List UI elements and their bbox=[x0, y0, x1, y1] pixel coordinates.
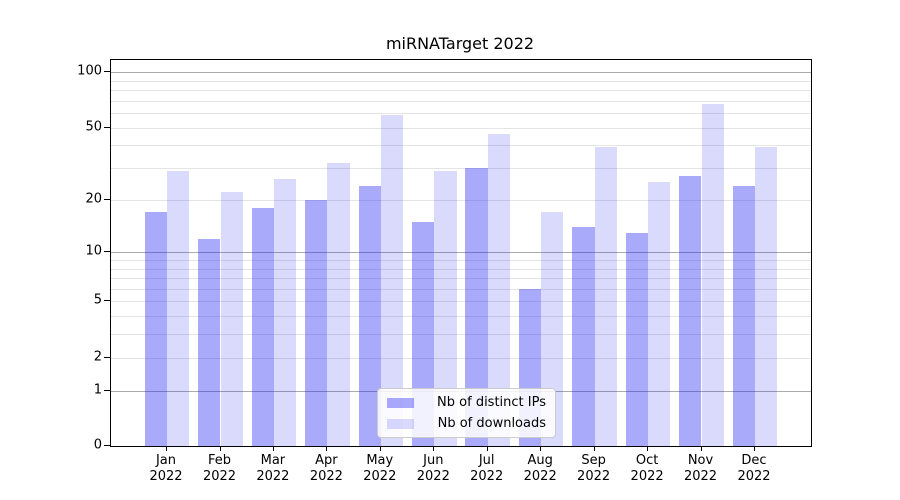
x-tick-label-jun: Jun 2022 bbox=[416, 453, 450, 484]
minor-gridline bbox=[111, 127, 811, 129]
x-tick-label-aug: Aug 2022 bbox=[523, 453, 557, 484]
y-tick-mark bbox=[104, 198, 110, 200]
x-tick-label-nov: Nov 2022 bbox=[683, 453, 718, 484]
y-tick-label: 1 bbox=[93, 382, 102, 398]
x-tick-label-oct: Oct 2022 bbox=[630, 453, 664, 484]
legend: Nb of distinct IPs Nb of downloads bbox=[377, 388, 556, 438]
y-tick-label: 5 bbox=[93, 292, 102, 308]
x-tick-mark bbox=[219, 446, 221, 451]
y-tick-mark bbox=[104, 445, 110, 446]
x-tick-mark bbox=[700, 446, 702, 451]
minor-gridline bbox=[111, 334, 811, 336]
bar-downloads-may bbox=[380, 114, 404, 446]
y-tick-label: 10 bbox=[85, 243, 102, 259]
minor-gridline bbox=[111, 168, 811, 170]
bar-distinct-ips-apr bbox=[305, 199, 328, 446]
bar-downloads-dec bbox=[755, 147, 778, 446]
major-gridline bbox=[111, 72, 811, 74]
legend-label: Nb of distinct IPs bbox=[437, 395, 546, 410]
y-tick-mark bbox=[104, 356, 110, 358]
x-tick-label-jan: Jan 2022 bbox=[149, 453, 183, 484]
major-gridline bbox=[111, 252, 811, 254]
legend-swatch bbox=[387, 418, 414, 429]
x-tick-label-sep: Sep 2022 bbox=[577, 453, 611, 484]
y-tick-mark bbox=[104, 251, 110, 253]
x-tick-label-feb: Feb 2022 bbox=[202, 453, 237, 484]
x-tick-label-may: May 2022 bbox=[363, 453, 397, 484]
legend-entry-distinct-ips: Nb of distinct IPs bbox=[387, 394, 546, 411]
bar-distinct-ips-feb bbox=[198, 238, 221, 446]
x-tick-mark bbox=[540, 446, 542, 451]
minor-gridline bbox=[111, 100, 811, 102]
minor-gridline bbox=[111, 199, 811, 201]
bar-distinct-ips-nov bbox=[679, 176, 702, 446]
legend-label: Nb of downloads bbox=[437, 416, 546, 431]
minor-gridline bbox=[111, 301, 811, 303]
bar-distinct-ips-mar bbox=[251, 207, 274, 446]
bar-downloads-jul bbox=[487, 134, 510, 446]
x-tick-mark bbox=[486, 446, 488, 451]
minor-gridline bbox=[111, 90, 811, 92]
bar-downloads-sep bbox=[594, 147, 617, 446]
bar-downloads-apr bbox=[327, 163, 350, 446]
legend-swatch bbox=[387, 397, 414, 408]
x-tick-mark bbox=[593, 446, 595, 451]
x-tick-mark bbox=[326, 446, 328, 451]
x-tick-mark bbox=[166, 446, 167, 451]
y-tick-label: 2 bbox=[93, 349, 102, 365]
minor-gridline bbox=[111, 260, 811, 261]
x-tick-label-dec: Dec 2022 bbox=[737, 453, 771, 484]
y-tick-mark bbox=[104, 389, 110, 391]
bar-downloads-nov bbox=[701, 104, 724, 446]
minor-gridline bbox=[111, 80, 811, 82]
legend-entry-downloads: Nb of downloads bbox=[387, 415, 546, 432]
bar-distinct-ips-jan bbox=[144, 212, 167, 446]
bar-distinct-ips-jul bbox=[465, 168, 488, 446]
bar-distinct-ips-sep bbox=[572, 227, 595, 446]
x-tick-label-jul: Jul 2022 bbox=[470, 453, 504, 484]
minor-gridline bbox=[111, 268, 811, 270]
x-tick-mark bbox=[379, 446, 381, 451]
bar-downloads-mar bbox=[273, 179, 297, 446]
x-tick-mark bbox=[647, 446, 649, 451]
bar-downloads-jan bbox=[167, 170, 190, 446]
minor-gridline bbox=[111, 288, 811, 290]
y-tick-label: 100 bbox=[77, 63, 102, 79]
bar-downloads-aug bbox=[541, 212, 564, 446]
bar-distinct-ips-may bbox=[358, 185, 381, 446]
bar-downloads-feb bbox=[220, 192, 243, 446]
y-tick-label: 50 bbox=[85, 119, 102, 135]
x-tick-mark bbox=[433, 446, 435, 451]
bar-downloads-oct bbox=[648, 182, 671, 446]
minor-gridline bbox=[111, 316, 811, 318]
bar-distinct-ips-dec bbox=[732, 185, 755, 446]
y-tick-label: 0 bbox=[93, 437, 102, 453]
plot-area bbox=[110, 59, 812, 447]
y-tick-mark bbox=[104, 126, 110, 128]
x-tick-label-mar: Mar 2022 bbox=[256, 453, 290, 484]
x-tick-mark bbox=[272, 446, 274, 451]
minor-gridline bbox=[111, 357, 811, 359]
x-tick-label-apr: Apr 2022 bbox=[309, 453, 343, 484]
y-tick-label: 20 bbox=[85, 191, 102, 207]
minor-gridline bbox=[111, 278, 811, 280]
minor-gridline bbox=[111, 145, 811, 147]
x-tick-mark bbox=[754, 446, 755, 451]
bar-downloads-jun bbox=[434, 170, 457, 446]
minor-gridline bbox=[111, 113, 811, 115]
chart-title: miRNATarget 2022 bbox=[385, 34, 535, 53]
y-tick-mark bbox=[104, 300, 110, 302]
y-tick-mark bbox=[104, 71, 110, 73]
bar-distinct-ips-oct bbox=[625, 232, 649, 446]
